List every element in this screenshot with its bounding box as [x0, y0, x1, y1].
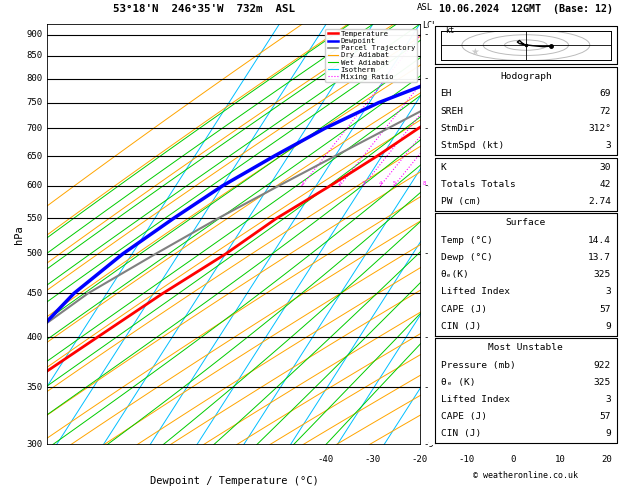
Text: 57: 57	[599, 305, 611, 313]
Text: 57: 57	[599, 412, 611, 421]
Text: -6: -6	[423, 249, 434, 259]
Text: Dewp (°C): Dewp (°C)	[440, 253, 493, 262]
Text: 3: 3	[605, 395, 611, 404]
Text: 9: 9	[605, 322, 611, 331]
Text: θₑ (K): θₑ (K)	[440, 378, 475, 387]
Text: 0: 0	[511, 455, 516, 464]
Text: Mixing Ratio (g/kg): Mixing Ratio (g/kg)	[465, 183, 475, 286]
Text: 9: 9	[605, 430, 611, 438]
Text: θₑ(K): θₑ(K)	[440, 270, 469, 279]
Text: 42: 42	[599, 180, 611, 189]
Text: -3: -3	[423, 124, 434, 133]
Text: EH: EH	[440, 89, 452, 98]
Text: 3: 3	[362, 181, 365, 186]
Text: -10: -10	[459, 455, 474, 464]
Text: -2: -2	[423, 74, 434, 83]
Text: 750: 750	[26, 98, 43, 107]
Text: 2.74: 2.74	[588, 197, 611, 206]
Text: 922: 922	[594, 361, 611, 369]
Text: kt: kt	[445, 26, 454, 35]
Text: -40: -40	[318, 455, 334, 464]
Text: K: K	[440, 162, 447, 172]
Text: 30: 30	[599, 162, 611, 172]
Text: -30: -30	[365, 455, 381, 464]
Text: -1: -1	[423, 30, 434, 39]
Text: Pressure (mb): Pressure (mb)	[440, 361, 515, 369]
Text: 3: 3	[605, 287, 611, 296]
Text: 450: 450	[26, 289, 43, 298]
Text: 600: 600	[26, 181, 43, 191]
Text: 25: 25	[499, 181, 506, 186]
Text: 325: 325	[594, 378, 611, 387]
Text: 350: 350	[26, 382, 43, 392]
Text: CAPE (J): CAPE (J)	[440, 305, 487, 313]
Text: 14.4: 14.4	[588, 236, 611, 244]
Text: 800: 800	[26, 74, 43, 83]
Text: PW (cm): PW (cm)	[440, 197, 481, 206]
Text: 69: 69	[599, 89, 611, 98]
Text: LCL: LCL	[423, 21, 438, 30]
Text: 8: 8	[422, 181, 426, 186]
Text: 5: 5	[392, 181, 396, 186]
Text: 850: 850	[26, 52, 43, 60]
Text: 15: 15	[463, 181, 469, 186]
Text: CAPE (J): CAPE (J)	[440, 412, 487, 421]
Text: -9: -9	[423, 440, 434, 449]
Text: Hodograph: Hodograph	[500, 72, 552, 81]
Text: CIN (J): CIN (J)	[440, 430, 481, 438]
Text: Temp (°C): Temp (°C)	[440, 236, 493, 244]
Text: Most Unstable: Most Unstable	[489, 343, 563, 352]
Text: km
ASL: km ASL	[417, 0, 433, 12]
Text: Lifted Index: Lifted Index	[440, 395, 509, 404]
Text: 325: 325	[594, 270, 611, 279]
Text: Totals Totals: Totals Totals	[440, 180, 515, 189]
Text: 900: 900	[26, 30, 43, 39]
Text: 1: 1	[300, 181, 303, 186]
Text: 13.7: 13.7	[588, 253, 611, 262]
Text: 550: 550	[26, 214, 43, 223]
Text: 2: 2	[338, 181, 341, 186]
Text: 700: 700	[26, 124, 43, 133]
Text: 72: 72	[599, 106, 611, 116]
Text: Lifted Index: Lifted Index	[440, 287, 509, 296]
Legend: Temperature, Dewpoint, Parcel Trajectory, Dry Adiabat, Wet Adiabat, Isotherm, Mi: Temperature, Dewpoint, Parcel Trajectory…	[325, 29, 417, 82]
Text: 10.06.2024  12GMT  (Base: 12): 10.06.2024 12GMT (Base: 12)	[439, 4, 613, 14]
Text: 300: 300	[26, 440, 43, 449]
Text: StmDir: StmDir	[440, 124, 475, 133]
Text: 10: 10	[435, 181, 442, 186]
Text: ★: ★	[470, 47, 479, 57]
Text: 500: 500	[26, 249, 43, 259]
Text: -4: -4	[423, 181, 434, 191]
Text: 400: 400	[26, 333, 43, 342]
Text: -20: -20	[411, 455, 428, 464]
Text: 20: 20	[483, 181, 490, 186]
Text: 53°18'N  246°35'W  732m  ASL: 53°18'N 246°35'W 732m ASL	[113, 4, 296, 14]
Text: CIN (J): CIN (J)	[440, 322, 481, 331]
Text: hPa: hPa	[14, 225, 24, 244]
Text: 3: 3	[605, 141, 611, 150]
Text: 20: 20	[601, 455, 612, 464]
Text: StmSpd (kt): StmSpd (kt)	[440, 141, 504, 150]
Text: -8: -8	[423, 382, 434, 392]
Text: SREH: SREH	[440, 106, 464, 116]
Text: 10: 10	[555, 455, 565, 464]
Text: © weatheronline.co.uk: © weatheronline.co.uk	[474, 471, 578, 480]
Text: -7: -7	[423, 333, 434, 342]
Text: 650: 650	[26, 152, 43, 160]
Text: Surface: Surface	[506, 218, 546, 227]
Text: 312°: 312°	[588, 124, 611, 133]
Text: 4: 4	[379, 181, 382, 186]
Text: Dewpoint / Temperature (°C): Dewpoint / Temperature (°C)	[150, 476, 319, 486]
